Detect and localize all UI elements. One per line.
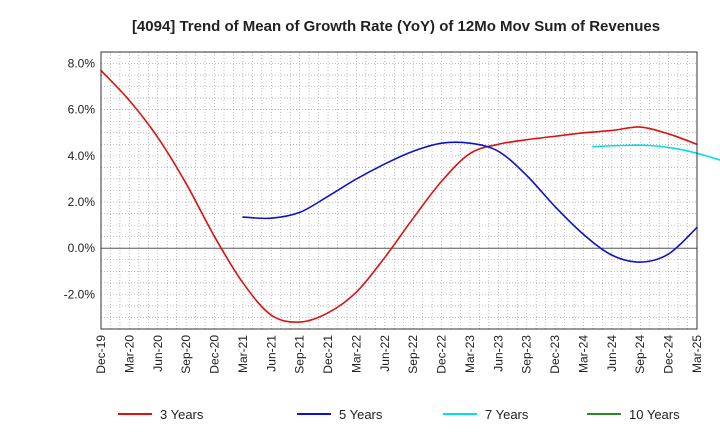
- x-tick-label: Jun-20: [151, 335, 165, 372]
- y-axis-ticks: 8.0% 6.0% 4.0% 2.0% 0.0% -2.0%: [64, 57, 96, 302]
- y-tick-label: -2.0%: [64, 287, 96, 301]
- legend-label: 7 Years: [485, 407, 529, 422]
- y-tick-label: 6.0%: [68, 103, 96, 117]
- x-tick-label: Dec-23: [548, 335, 562, 374]
- x-tick-label: Sep-23: [520, 335, 534, 374]
- y-tick-label: 2.0%: [68, 195, 96, 209]
- x-tick-label: Dec-20: [208, 335, 222, 374]
- x-tick-label: Sep-21: [293, 335, 307, 374]
- x-tick-label: Jun-22: [378, 335, 392, 372]
- x-tick-label: Mar-22: [349, 335, 363, 373]
- legend-label: 3 Years: [160, 407, 204, 422]
- x-tick-label: Mar-21: [236, 335, 250, 373]
- series-line-3-years: [100, 69, 698, 323]
- x-tick-label: Sep-20: [179, 335, 193, 374]
- x-tick-label: Dec-19: [94, 335, 108, 374]
- x-tick-label: Dec-24: [662, 335, 676, 374]
- x-tick-label: Dec-21: [321, 335, 335, 374]
- x-tick-label: Jun-24: [605, 335, 619, 372]
- x-tick-label: Mar-24: [576, 335, 590, 373]
- plot-frame: [100, 51, 698, 330]
- y-tick-label: 4.0%: [68, 149, 96, 163]
- chart-title: [4094] Trend of Mean of Growth Rate (YoY…: [132, 18, 660, 35]
- legend: 3 Years 5 Years 7 Years 10 Years: [118, 407, 680, 422]
- x-tick-label: Jun-23: [491, 335, 505, 372]
- series-line-5-years: [242, 141, 698, 263]
- legend-label: 5 Years: [339, 407, 383, 422]
- x-axis-ticks: Dec-19 Mar-20 Jun-20 Sep-20 Dec-20 Mar-21 Jun-…: [94, 335, 704, 374]
- y-tick-label: 8.0%: [68, 57, 96, 71]
- x-tick-label: Sep-24: [633, 335, 647, 374]
- series-lines: [100, 69, 720, 323]
- series-line-7-years: [592, 144, 720, 161]
- x-tick-label: Dec-22: [435, 335, 449, 374]
- x-tick-label: Mar-25: [690, 335, 704, 373]
- legend-label: 10 Years: [629, 407, 680, 422]
- x-tick-label: Sep-22: [406, 335, 420, 374]
- x-tick-label: Jun-21: [264, 335, 278, 372]
- x-tick-label: Mar-20: [122, 335, 136, 373]
- x-tick-label: Mar-23: [463, 335, 477, 373]
- y-tick-label: 0.0%: [68, 241, 96, 255]
